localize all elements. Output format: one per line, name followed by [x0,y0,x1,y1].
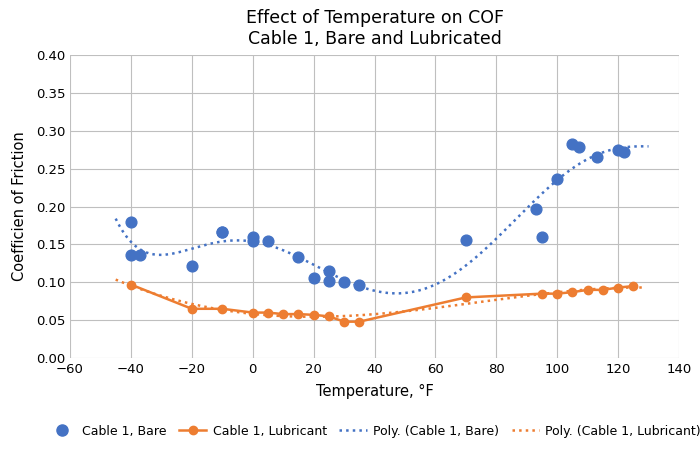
Point [217,228,228,235]
Point [612,146,624,153]
X-axis label: Temperature, °F: Temperature, °F [316,384,433,399]
Point [338,279,349,286]
Point [573,144,584,151]
Point [531,205,542,213]
Y-axis label: Coefficien of Friction: Coefficien of Friction [13,132,27,281]
Point [552,175,563,182]
Legend: Cable 1, Bare, Cable 1, Lubricant, Poly. (Cable 1, Bare), Poly. (Cable 1, Lubric: Cable 1, Bare, Cable 1, Lubricant, Poly.… [43,420,700,442]
Point [354,281,365,288]
Point [461,236,472,244]
Point [125,218,136,225]
Point [247,233,258,241]
Point [536,233,547,241]
Point [217,228,228,235]
Point [619,148,630,156]
Point [323,267,335,274]
Title: Effect of Temperature on COF
Cable 1, Bare and Lubricated: Effect of Temperature on COF Cable 1, Ba… [246,9,503,48]
Point [125,252,136,259]
Point [308,274,319,281]
Point [247,237,258,244]
Point [323,277,335,285]
Point [134,252,146,259]
Point [262,237,274,244]
Point [293,254,304,261]
Point [186,263,197,270]
Point [567,140,578,147]
Point [592,154,603,161]
